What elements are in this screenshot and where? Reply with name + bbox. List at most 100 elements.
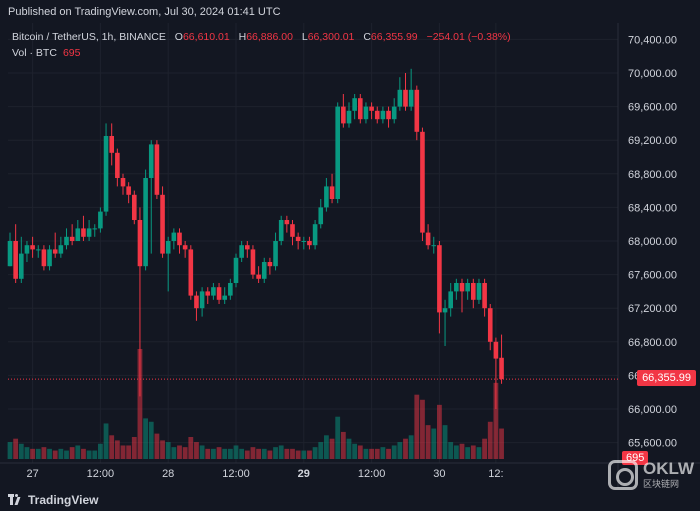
volume-bar bbox=[205, 448, 211, 459]
volume-bar bbox=[278, 445, 284, 459]
candlestick-chart[interactable]: 70,400.00 70,000.00 69,600.00 69,200.00 68,8… bbox=[0, 23, 700, 488]
volume-label[interactable]: Vol · BTC bbox=[12, 47, 57, 59]
volume-bar bbox=[250, 447, 256, 459]
candle-body bbox=[301, 241, 307, 242]
volume-bar bbox=[18, 443, 24, 459]
candle-body bbox=[307, 241, 312, 246]
volume-bar bbox=[47, 448, 52, 459]
volume-bar bbox=[482, 438, 487, 459]
volume-bar bbox=[267, 450, 273, 459]
volume-bar bbox=[493, 382, 499, 459]
candle-body bbox=[397, 89, 403, 107]
candle-body bbox=[329, 186, 335, 199]
y-tick-label: 65,600.00 bbox=[628, 438, 677, 450]
volume-bar bbox=[363, 448, 369, 459]
volume-bar bbox=[109, 435, 115, 459]
watermark-title: OKLW bbox=[643, 458, 694, 478]
volume-bar bbox=[52, 450, 58, 459]
volume-bar bbox=[335, 416, 341, 459]
volume-bar bbox=[386, 448, 391, 459]
candle-body bbox=[256, 274, 261, 279]
tradingview-logo[interactable]: TradingView bbox=[8, 493, 98, 507]
volume-bar bbox=[340, 431, 346, 459]
volume-legend: Vol · BTC 695 bbox=[12, 47, 80, 59]
candle-body bbox=[154, 144, 160, 195]
volume-bar bbox=[30, 448, 35, 459]
volume-bar bbox=[380, 447, 386, 459]
top-bar: Published on TradingView.com, Jul 30, 20… bbox=[0, 0, 700, 23]
tradingview-wordmark: TradingView bbox=[28, 493, 99, 507]
candle-body bbox=[182, 245, 188, 250]
volume-bar bbox=[352, 443, 358, 459]
candle-body bbox=[454, 283, 459, 292]
y-tick-label: 69,200.00 bbox=[628, 135, 677, 147]
candle-body bbox=[448, 291, 453, 309]
volume-bar bbox=[75, 445, 81, 459]
candle-body bbox=[408, 89, 414, 107]
candle-body bbox=[380, 110, 386, 120]
candle-body bbox=[493, 341, 499, 359]
candle-body bbox=[126, 186, 131, 195]
volume-bar bbox=[194, 442, 199, 459]
candle-body bbox=[358, 98, 363, 120]
candle-body bbox=[233, 257, 239, 283]
volume-bar bbox=[487, 421, 493, 459]
volume-bar bbox=[92, 450, 98, 459]
volume-bar bbox=[290, 448, 295, 459]
y-tick-label: 67,200.00 bbox=[628, 303, 677, 315]
volume-bar bbox=[437, 404, 442, 459]
candle-body bbox=[471, 283, 476, 300]
volume-bar bbox=[64, 450, 69, 459]
tradingview-logo-icon bbox=[8, 494, 23, 506]
candle-body bbox=[222, 295, 227, 300]
volume-bar bbox=[499, 428, 504, 459]
candle-body bbox=[132, 194, 137, 220]
candle-body bbox=[13, 241, 18, 279]
candle-body bbox=[7, 241, 13, 267]
candle-body bbox=[318, 207, 324, 225]
volume-bar bbox=[165, 442, 171, 459]
y-tick-label: 66,800.00 bbox=[628, 337, 677, 349]
candle-body bbox=[75, 228, 81, 241]
volume-bar bbox=[7, 442, 13, 459]
volume-bar bbox=[425, 425, 431, 459]
last-price-badge: 66,355.99 bbox=[637, 370, 696, 387]
candle-body bbox=[391, 106, 397, 120]
volume-bar bbox=[35, 448, 41, 459]
candle-body bbox=[487, 308, 493, 342]
y-tick-label: 70,400.00 bbox=[628, 34, 677, 46]
chart-area[interactable]: 70,400.00 70,000.00 69,600.00 69,200.00 68,8… bbox=[0, 23, 700, 488]
legend-close-label: C bbox=[363, 31, 371, 43]
candle-body bbox=[30, 245, 35, 250]
candle-body bbox=[245, 245, 250, 250]
candle-body bbox=[165, 241, 171, 254]
published-note: Published on TradingView.com, Jul 30, 20… bbox=[8, 6, 281, 18]
candle-body bbox=[148, 144, 154, 178]
candle-body bbox=[420, 131, 425, 233]
candle-body bbox=[346, 110, 352, 124]
volume-bar bbox=[24, 447, 30, 459]
x-tick-label: 28 bbox=[162, 468, 174, 480]
candle-body bbox=[403, 89, 408, 107]
volume-bar bbox=[391, 445, 397, 459]
volume-bar bbox=[154, 433, 160, 459]
volume-bar bbox=[273, 447, 278, 459]
volume-bar bbox=[453, 445, 459, 459]
volume-bar bbox=[233, 445, 239, 459]
candle-body bbox=[476, 283, 482, 300]
candle-body bbox=[211, 287, 216, 296]
candle-body bbox=[47, 249, 52, 267]
volume-bar bbox=[459, 443, 465, 459]
volume-bar bbox=[86, 450, 92, 459]
candle-body bbox=[103, 136, 109, 212]
volume-bar bbox=[143, 418, 148, 459]
candle-body bbox=[312, 224, 318, 246]
candle-body bbox=[250, 249, 256, 275]
volume-bar bbox=[13, 438, 19, 459]
volume-bar bbox=[357, 445, 363, 459]
y-tick-label: 68,000.00 bbox=[628, 236, 677, 248]
volume-bar bbox=[222, 448, 228, 459]
legend-high-label: H bbox=[238, 31, 247, 43]
volume-bar bbox=[307, 450, 312, 459]
legend-symbol[interactable]: Bitcoin / TetherUS, 1h, BINANCE bbox=[12, 31, 166, 43]
